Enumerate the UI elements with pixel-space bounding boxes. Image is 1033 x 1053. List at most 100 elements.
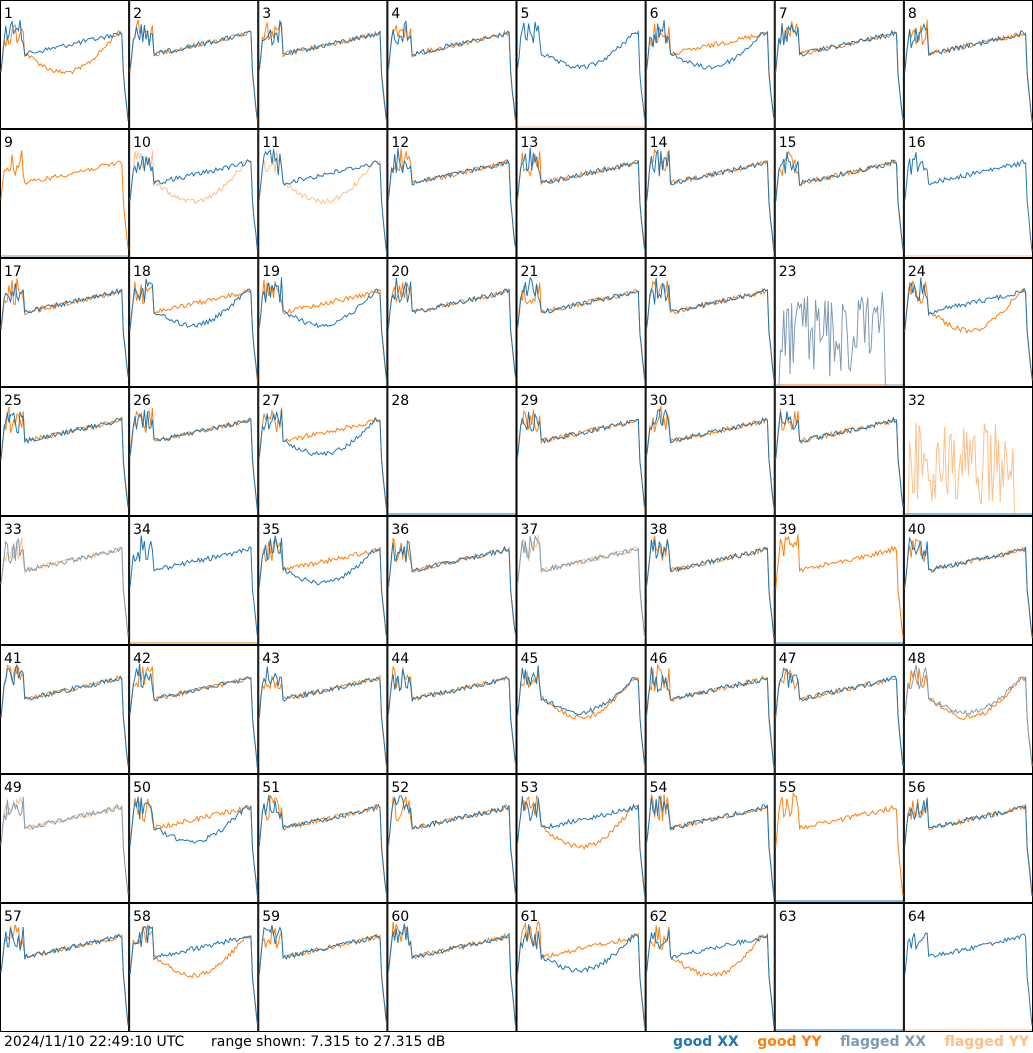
series-xx-62: [646, 929, 775, 1027]
series-yy-43: [258, 674, 387, 768]
panel-frame: [387, 129, 517, 258]
panel-label: 20: [391, 264, 409, 280]
panel-label: 1: [4, 6, 13, 22]
series-xx-5: [517, 21, 646, 120]
panel-59: 59: [258, 903, 388, 1032]
panel-19: 19: [258, 258, 388, 387]
panel-label: 36: [391, 522, 409, 538]
series-xx-10: [129, 155, 258, 250]
panel-frame: [516, 0, 646, 129]
panel-label: 22: [650, 264, 668, 280]
series-yy-50: [129, 798, 258, 893]
panel-frame: [774, 774, 904, 903]
panel-label: 17: [4, 264, 22, 280]
panel-frame: [258, 387, 388, 516]
series-xx-49: [0, 796, 129, 895]
panel-48: 48: [903, 645, 1033, 774]
panel-41: 41: [0, 645, 130, 774]
panel-34: 34: [129, 516, 259, 645]
series-xx-17: [0, 283, 129, 377]
panel-label: 59: [262, 909, 280, 925]
series-xx-27: [258, 409, 387, 510]
series-xx-53: [517, 796, 646, 896]
series-yy-52: [387, 795, 516, 897]
panel-frame: [0, 258, 130, 387]
panel-frame: [387, 516, 517, 645]
panel-frame: [903, 387, 1033, 516]
panel-label: 51: [262, 780, 280, 796]
series-xx-61: [517, 924, 646, 1027]
panel-frame: [645, 258, 775, 387]
panel-11: 11: [258, 129, 388, 258]
series-xx-41: [0, 664, 129, 766]
panel-frame: [903, 774, 1033, 903]
panel-31: 31: [774, 387, 904, 516]
series-xx-20: [387, 277, 516, 378]
panel-frame: [774, 258, 904, 387]
panel-frame: [387, 0, 517, 129]
panel-label: 6: [650, 6, 659, 22]
series-yy-33: [0, 537, 129, 636]
series-xx-36: [387, 540, 516, 635]
panel-label: 4: [391, 6, 400, 22]
panel-23: 23: [774, 258, 904, 387]
series-xx-38: [646, 539, 775, 639]
panel-64: 64: [903, 903, 1033, 1032]
panel-27: 27: [258, 387, 388, 516]
panel-25: 25: [0, 387, 130, 516]
series-xx-25: [0, 411, 129, 507]
panel-frame: [129, 387, 259, 516]
panel-1: 1: [0, 0, 130, 129]
panel-label: 42: [133, 651, 151, 667]
panel-50: 50: [129, 774, 259, 903]
panel-37: 37: [516, 516, 646, 645]
series-xx-26: [129, 409, 258, 510]
panel-32: 32: [903, 387, 1033, 516]
panel-frame: [516, 387, 646, 516]
legend-good-yy: good YY: [757, 1034, 822, 1050]
panel-26: 26: [129, 387, 259, 516]
panel-frame: [645, 774, 775, 903]
panel-60: 60: [387, 903, 517, 1032]
panel-frame: [774, 645, 904, 774]
series-xx-8: [904, 22, 1033, 121]
panel-46: 46: [645, 645, 775, 774]
panel-label: 53: [521, 780, 539, 796]
panel-frame: [0, 645, 130, 774]
series-xx-48: [904, 664, 1033, 767]
panel-label: 49: [4, 780, 22, 796]
panel-58: 58: [129, 903, 259, 1032]
panel-frame: [258, 903, 388, 1032]
panel-label: 16: [908, 135, 926, 151]
series-xx-6: [646, 20, 775, 119]
panel-frame: [645, 645, 775, 774]
panel-label: 38: [650, 522, 668, 538]
series-xx-58: [129, 924, 258, 1024]
panel-label: 30: [650, 393, 668, 409]
panel-frame: [258, 129, 388, 258]
series-yy-42: [129, 665, 258, 764]
panel-label: 29: [521, 393, 539, 409]
panel-frame: [0, 774, 130, 903]
series-xx-57: [0, 926, 129, 1026]
panel-label: 31: [779, 393, 797, 409]
panel-frame: [516, 774, 646, 903]
panel-frame: [516, 258, 646, 387]
series-yy-61: [517, 919, 646, 1024]
panel-frame: [387, 258, 517, 387]
panel-frame: [129, 516, 259, 645]
series-xx-12: [387, 147, 516, 248]
panel-5: 5: [516, 0, 646, 129]
panel-label: 33: [4, 522, 22, 538]
series-xx-2: [129, 24, 258, 119]
series-xx-42: [129, 663, 258, 768]
panel-4: 4: [387, 0, 517, 129]
panel-frame: [387, 774, 517, 903]
panel-49: 49: [0, 774, 130, 903]
panel-frame: [774, 129, 904, 258]
panel-label: 2: [133, 6, 142, 22]
series-xx-14: [646, 149, 775, 252]
panel-label: 37: [521, 522, 539, 538]
series-xx-24: [904, 277, 1033, 378]
panel-57: 57: [0, 903, 130, 1032]
